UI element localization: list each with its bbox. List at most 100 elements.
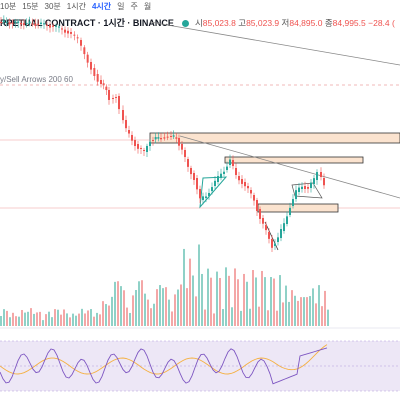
zone-resistance-2[interactable]: [224, 156, 364, 164]
candle: [310, 182, 312, 188]
volume-bar: [258, 306, 260, 326]
candle: [46, 24, 48, 26]
interval-tab[interactable]: 1시간: [66, 2, 86, 11]
close-value: 84,995.5: [332, 18, 366, 28]
candle: [31, 23, 34, 25]
interval-tab[interactable]: 30분: [44, 2, 61, 11]
candle: [181, 144, 183, 150]
rsi-line: [0, 347, 328, 385]
volume-bar: [276, 310, 278, 326]
candle: [271, 239, 273, 248]
volume-bar: [159, 285, 161, 326]
volume-bar: [165, 287, 167, 326]
volume-bar: [135, 289, 137, 326]
volume-bar: [183, 248, 185, 326]
volume-bar: [216, 271, 218, 326]
candle: [289, 207, 291, 215]
volume-bar: [57, 309, 59, 326]
volume-bar: [270, 277, 272, 326]
volume-bar: [15, 316, 17, 326]
candle: [205, 196, 207, 198]
triangle-pattern[interactable]: [199, 176, 228, 209]
interval-tab[interactable]: 월: [143, 2, 152, 11]
candle: [223, 171, 225, 174]
volume-bar: [105, 304, 107, 326]
volume-bar: [171, 311, 173, 326]
candle: [55, 25, 57, 27]
volume-bar: [24, 312, 26, 326]
volume-bar: [78, 313, 80, 326]
candle: [83, 47, 86, 55]
pennant-pattern[interactable]: [291, 182, 323, 199]
candle: [187, 159, 189, 167]
volume-bar: [30, 308, 32, 326]
interval-tab[interactable]: 4시간: [91, 2, 112, 11]
volume-bar: [255, 277, 257, 326]
volume-bar: [177, 289, 179, 326]
candle: [283, 223, 285, 231]
interval-tab[interactable]: 15분: [22, 2, 39, 11]
volume-bar: [9, 317, 11, 326]
volume-bar: [180, 284, 182, 326]
candle: [67, 30, 69, 34]
volume-bar: [63, 309, 65, 326]
volume-bar: [279, 275, 281, 326]
volume-bar: [153, 303, 155, 326]
candle: [17, 21, 20, 23]
candle: [134, 140, 136, 146]
volume-bar: [297, 300, 299, 326]
close-label: 종: [324, 18, 333, 28]
volume-bar: [36, 312, 38, 326]
volume-bar: [33, 313, 35, 326]
volume-bar: [327, 309, 329, 326]
candlestick-series: [0, 15, 325, 252]
volume-bar: [162, 288, 164, 326]
indicator-legend[interactable]: y/Sell Arrows 200 60: [0, 75, 73, 84]
ohlc-readout: 시85,023.8 고85,023.9 저84,895.0 종84,995.5 …: [195, 18, 395, 28]
candle: [20, 23, 22, 25]
candle: [131, 135, 133, 141]
candle: [253, 195, 255, 201]
rsi-ma-line: [0, 344, 328, 375]
trendline-top[interactable]: [149, 21, 400, 66]
candle: [146, 145, 148, 152]
volume-bar: [147, 299, 149, 326]
volume-bar: [189, 258, 191, 326]
zone-support[interactable]: [257, 203, 339, 213]
volume-bar: [300, 297, 302, 326]
volume-bar: [267, 310, 269, 326]
interval-tab[interactable]: 일: [117, 2, 125, 11]
candle: [235, 168, 237, 176]
candle: [175, 137, 178, 139]
trendline-descending[interactable]: [179, 135, 400, 199]
candle: [112, 98, 114, 99]
candle: [37, 23, 40, 25]
candle: [8, 22, 11, 25]
candle: [211, 187, 213, 191]
candle: [295, 190, 297, 199]
candle: [143, 150, 145, 151]
volume-bar: [108, 305, 110, 326]
volume-bar: [138, 281, 140, 326]
symbol-title[interactable]: RPETUAL CONTRACT · 1시간 · BINANCE: [0, 18, 174, 28]
interval-tab[interactable]: 10분: [0, 2, 17, 11]
candle: [14, 21, 17, 23]
candle: [280, 229, 282, 238]
zone-resistance-1[interactable]: [149, 132, 400, 144]
candle: [100, 80, 102, 85]
volume-bar: [204, 309, 206, 326]
volume-bar: [309, 296, 311, 326]
candle: [157, 137, 160, 139]
volume-bar: [129, 312, 131, 326]
candle: [90, 62, 92, 70]
interval-tab[interactable]: 주: [130, 2, 138, 11]
volume-bar: [123, 290, 125, 326]
volume-bar: [75, 315, 77, 326]
candle: [122, 110, 124, 121]
volume-bar: [39, 311, 41, 326]
candle: [323, 178, 325, 186]
volume-bar: [198, 244, 200, 326]
candle: [58, 26, 60, 28]
volume-bar: [27, 311, 29, 326]
